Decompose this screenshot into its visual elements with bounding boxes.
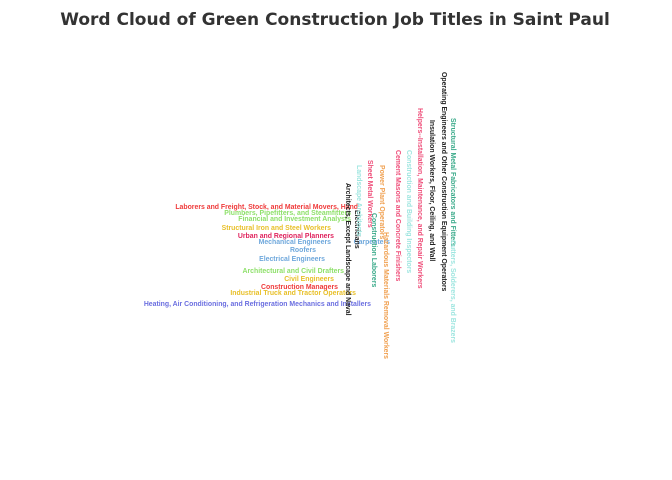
word-25: Insulation Workers, Floor, Ceiling, and … (428, 120, 435, 261)
word-11: Civil Engineers (284, 276, 334, 283)
word-21: Hazardous Materials Removal Workers (382, 232, 389, 359)
word-26: Operating Engineers and Other Constructi… (440, 72, 447, 292)
word-23: Construction and Building Inspectors (405, 150, 412, 273)
word-13: Industrial Truck and Tractor Operators (230, 290, 356, 297)
word-15: Architects, Except Landscape and Naval (344, 183, 351, 316)
word-9: Electrical Engineers (259, 256, 325, 263)
chart-title: Word Cloud of Green Construction Job Tit… (60, 10, 610, 30)
word-24: Helpers--Installation, Maintenance, and … (416, 108, 423, 289)
word-3: Financial and Investment Analysts (238, 216, 351, 223)
word-5: Urban and Regional Planners (238, 233, 334, 240)
word-27: Structural Metal Fabricators and Fitters (449, 118, 456, 247)
word-7: Carpenters (354, 239, 391, 246)
word-6: Mechanical Engineers (259, 239, 332, 246)
word-8: Roofers (290, 247, 316, 254)
word-19: Construction Laborers (370, 213, 377, 287)
word-18: Sheet Metal Workers (366, 160, 373, 228)
word-17: Landscape Architects (355, 165, 362, 237)
word-2: Plumbers, Pipefitters, and Steamfitters (224, 210, 351, 217)
word-14: Heating, Air Conditioning, and Refrigera… (144, 301, 371, 308)
word-22: Cement Masons and Concrete Finishers (394, 150, 401, 282)
word-cloud-words: Laborers and Freight, Stock, and Materia… (144, 72, 456, 359)
word-1: Laborers and Freight, Stock, and Materia… (175, 204, 358, 211)
word-10: Architectural and Civil Drafters (243, 268, 345, 275)
word-28: Cutters, Solderers, and Brazers (449, 240, 456, 343)
word-20: Power Plant Operators (378, 165, 385, 239)
word-12: Construction Managers (261, 284, 338, 291)
word-16: Electricians (353, 210, 360, 249)
word-4: Structural Iron and Steel Workers (222, 225, 332, 232)
